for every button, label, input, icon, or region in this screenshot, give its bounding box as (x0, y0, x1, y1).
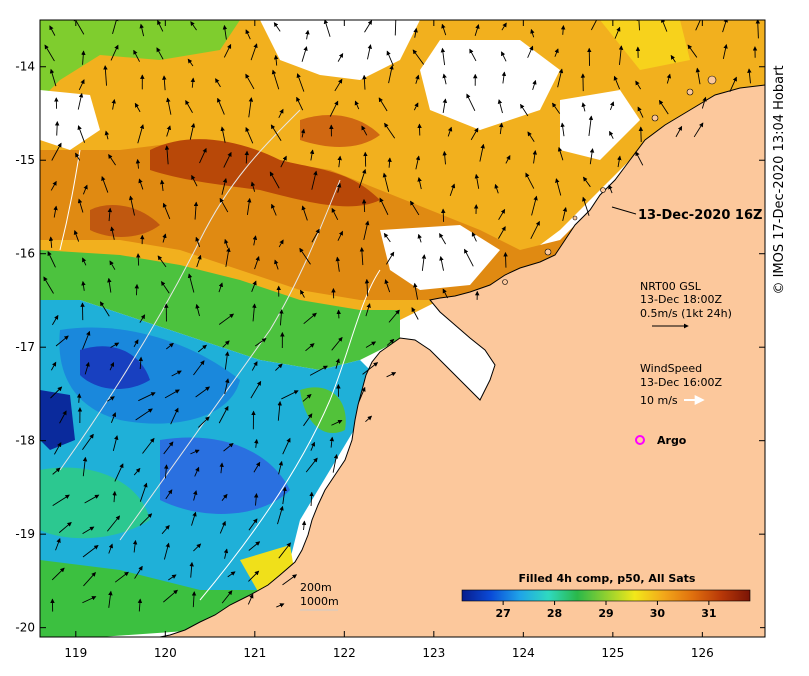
wind-legend-scale: 10 m/s (640, 394, 678, 407)
x-tick-label: 124 (512, 646, 535, 660)
current-legend-time: 13-Dec 18:00Z (640, 293, 722, 306)
x-tick-label: 125 (601, 646, 624, 660)
wind-legend-time: 13-Dec 16:00Z (640, 376, 722, 389)
y-tick-label: -15 (15, 153, 35, 167)
current-legend-scale: 0.5m/s (1kt 24h) (640, 307, 732, 320)
island (652, 115, 658, 121)
x-tick-label: 126 (691, 646, 714, 660)
y-tick-label: -18 (15, 434, 35, 448)
colorbar-tick-label: 31 (701, 607, 716, 620)
y-tick-label: -20 (15, 621, 35, 635)
island (708, 76, 716, 84)
island (573, 216, 577, 220)
island (601, 188, 606, 193)
colorbar-gradient (462, 590, 750, 601)
island (545, 249, 551, 255)
wind-legend-title: WindSpeed (640, 362, 702, 375)
map-timestamp: 13-Dec-2020 16Z (638, 208, 762, 223)
y-tick-label: -14 (15, 60, 35, 74)
current-vector (138, 254, 139, 266)
current-vector (79, 394, 80, 403)
x-tick-label: 121 (243, 646, 266, 660)
colorbar-tick-label: 27 (495, 607, 510, 620)
current-legend-title: NRT00 GSL (640, 280, 702, 293)
colorbar-tick-label: 28 (547, 607, 562, 620)
colorbar-tick-label: 30 (650, 607, 666, 620)
current-vector (136, 285, 137, 296)
x-tick-label: 122 (333, 646, 356, 660)
current-vector (443, 209, 444, 222)
argo-label: Argo (657, 434, 687, 447)
y-tick-label: -17 (15, 340, 35, 354)
island (687, 89, 693, 95)
credit-line: © IMOS 17-Dec-2020 13:04 Hobart (772, 30, 787, 330)
copyright-symbol: © (772, 282, 787, 295)
x-tick-label: 120 (154, 646, 177, 660)
x-tick-label: 119 (64, 646, 87, 660)
x-tick-label: 123 (422, 646, 445, 660)
y-tick-label: -19 (15, 527, 35, 541)
isobath-label-1000: 1000m (300, 595, 339, 608)
current-vector (505, 253, 506, 268)
colorbar-title: Filled 4h comp, p50, All Sats (519, 572, 696, 585)
credit-text: IMOS 17-Dec-2020 13:04 Hobart (772, 65, 787, 277)
isobath-label-200: 200m (300, 581, 332, 594)
colorbar-tick-label: 29 (598, 607, 613, 620)
island (503, 280, 508, 285)
current-vector (57, 122, 58, 136)
y-tick-label: -16 (15, 247, 35, 261)
